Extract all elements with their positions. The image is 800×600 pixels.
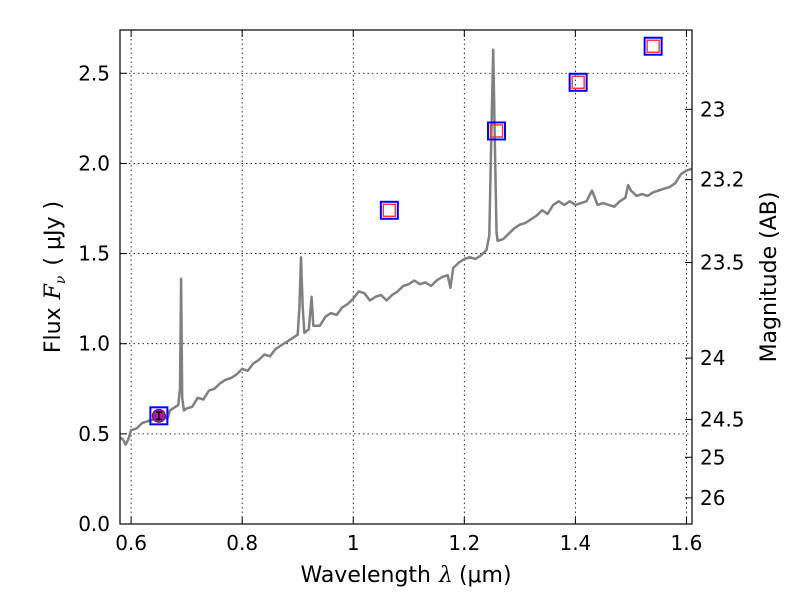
red-square-marker: [489, 124, 504, 138]
y2-tick-label: 23.2: [700, 168, 745, 192]
y-tick-label: 1.0: [78, 332, 110, 356]
axis-labels: Wavelength λ (μm) FluxFν( μJy ) Magnitude …: [41, 192, 782, 588]
x-tick-label: 1.2: [448, 531, 480, 555]
y2-axis-label: Magnitude (AB): [757, 192, 782, 363]
y2-tick-label: 25: [700, 445, 725, 469]
y-tick-label: 0.0: [78, 512, 110, 536]
x-tick-label: 1.6: [671, 531, 703, 555]
photometry-markers: [149, 36, 663, 426]
red-square-marker: [646, 39, 660, 53]
y2-tick-label: 26: [700, 486, 725, 510]
spectrum-series: [119, 48, 693, 446]
y-tick-label: 2.5: [78, 61, 110, 85]
x-tick-label: 1.4: [559, 531, 591, 555]
spectrum-line: [119, 48, 693, 446]
y2-tick-label: 24.5: [700, 407, 745, 431]
axis-ticks: 0.6 0.8 1 1.2 1.4 1.6 0.0 0.5 1.0 1.5 2.0 2.5 23 23.2…: [78, 30, 745, 555]
y-tick-label: 1.5: [78, 242, 110, 266]
x-tick-label: 0.6: [115, 531, 147, 555]
y-tick-label: 0.5: [78, 422, 110, 446]
blue-square-marker: [643, 36, 663, 56]
blue-square-marker: [568, 72, 588, 92]
red-square-marker: [382, 203, 397, 217]
y2-tick-label: 24: [700, 346, 725, 370]
x-tick-label: 0.8: [226, 531, 258, 555]
plot-frame: [119, 29, 693, 525]
blue-square-marker: [149, 406, 169, 426]
blue-square-marker: [379, 200, 399, 220]
y-axis-label: FluxFν( μJy ): [41, 201, 69, 353]
red-square-marker: [571, 75, 585, 89]
x-axis-label: Wavelength λ (μm): [300, 563, 511, 588]
x-tick-label: 1: [347, 531, 360, 555]
y2-tick-label: 23: [700, 97, 725, 121]
blue-square-marker: [487, 121, 507, 141]
grid-lines: [120, 30, 692, 524]
y-tick-label: 2.0: [78, 151, 110, 175]
y2-tick-label: 23.5: [700, 251, 745, 275]
